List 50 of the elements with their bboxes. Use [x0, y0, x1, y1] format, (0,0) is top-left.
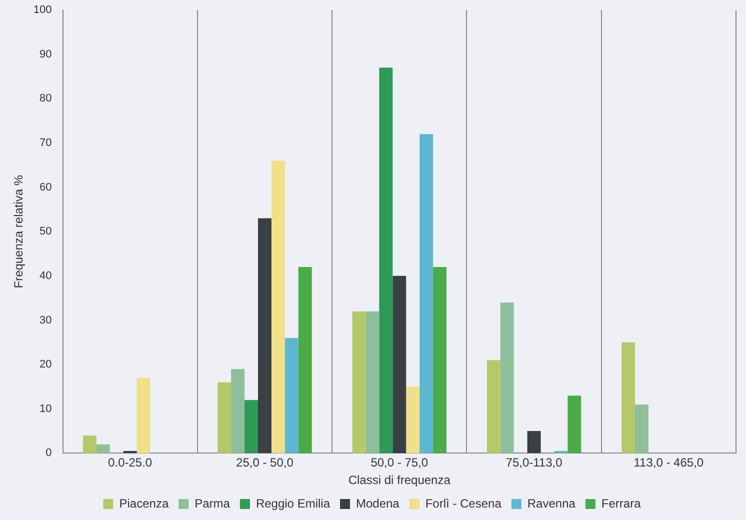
bar — [218, 382, 232, 454]
bar — [352, 311, 366, 454]
bar — [420, 134, 434, 454]
y-tick-label: 70 — [40, 136, 52, 149]
legend-label: Ferrara — [601, 496, 642, 510]
y-tick-label: 30 — [40, 314, 52, 326]
y-tick-label: 80 — [40, 92, 52, 105]
bar — [258, 218, 272, 454]
bar — [366, 311, 380, 454]
bar — [406, 386, 420, 454]
bar — [82, 435, 96, 454]
bar — [622, 342, 636, 454]
y-tick-label: 100 — [33, 4, 52, 16]
bar — [244, 400, 258, 454]
y-tick-label: 20 — [40, 358, 52, 371]
bar — [284, 338, 298, 454]
legend-label: Reggio Emilia — [256, 496, 330, 510]
bar — [635, 404, 648, 454]
y-tick-label: 0 — [46, 447, 52, 460]
x-tick-label: 113,0 - 465,0 — [634, 456, 704, 470]
bar — [527, 431, 541, 454]
y-tick-label: 90 — [40, 48, 52, 60]
bar — [500, 302, 514, 454]
y-tick-label: 60 — [40, 181, 52, 194]
legend-label: Parma — [194, 496, 230, 510]
bar — [433, 267, 447, 454]
bar — [96, 444, 110, 454]
bar — [392, 276, 406, 454]
x-tick-label: 75,0-113,0 — [506, 456, 563, 470]
legend-label: Forlì - Cesena — [425, 496, 502, 510]
legend-label: Piacenza — [119, 496, 169, 510]
y-tick-label: 40 — [40, 270, 52, 282]
y-tick-label: 10 — [40, 402, 52, 415]
bar — [298, 267, 312, 454]
y-axis-title: Frequenza relativa % — [12, 174, 26, 288]
x-tick-label: 50,0 - 75,0 — [370, 456, 428, 470]
y-tick-label: 50 — [40, 226, 52, 238]
bar — [271, 160, 285, 454]
bar — [568, 396, 582, 454]
bar — [231, 368, 245, 454]
bar — [554, 450, 568, 454]
legend-label: Modena — [356, 496, 400, 510]
bar — [379, 68, 393, 454]
bar — [136, 378, 150, 454]
legend-label: Ravenna — [527, 496, 576, 510]
x-axis-title: Classi di frequenza — [348, 473, 451, 488]
bar — [486, 360, 500, 454]
x-tick-label: 25,0 - 50,0 — [236, 456, 294, 470]
x-tick-label: 0.0-25.0 — [108, 456, 152, 470]
bar — [123, 450, 137, 454]
